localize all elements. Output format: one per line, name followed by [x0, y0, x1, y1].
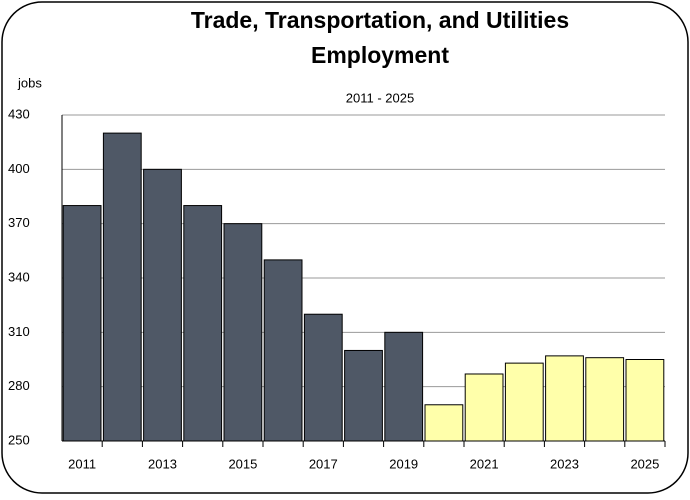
y-tick-label: 400 — [8, 161, 30, 176]
x-tick-label: 2017 — [309, 456, 338, 471]
bar — [344, 349, 383, 442]
bar — [102, 132, 142, 442]
x-tick-label: 2025 — [630, 456, 659, 471]
bar — [625, 359, 665, 442]
y-tick-label: 370 — [8, 215, 30, 230]
x-tick-label: 2011 — [68, 456, 96, 471]
chart-subtitle: 2011 - 2025 — [346, 90, 414, 105]
y-tick-label: 310 — [8, 324, 30, 339]
bar — [263, 259, 303, 442]
y-tick-label: 250 — [8, 432, 30, 447]
y-tick-label: 340 — [8, 269, 30, 284]
y-tick-label: 430 — [8, 106, 30, 121]
y-tick-label: 280 — [8, 378, 30, 393]
bar — [223, 223, 263, 442]
bar — [183, 205, 223, 442]
chart-title: Employment — [311, 42, 449, 68]
bar — [424, 404, 464, 442]
x-tick-label: 2019 — [389, 456, 418, 471]
chart-title: Trade, Transportation, and Utilities — [191, 7, 569, 33]
bar — [545, 355, 584, 442]
bar — [303, 313, 343, 442]
x-tick-label: 2013 — [148, 456, 177, 471]
bar — [464, 373, 504, 442]
x-tick-label: 2015 — [228, 456, 257, 471]
x-tick-label: 2023 — [550, 456, 579, 471]
bar — [62, 205, 102, 442]
bar — [504, 362, 544, 442]
bar — [585, 357, 625, 442]
y-axis-label: jobs — [17, 75, 42, 90]
x-tick-label: 2021 — [470, 456, 499, 471]
bar — [143, 168, 182, 442]
bar — [384, 331, 424, 442]
